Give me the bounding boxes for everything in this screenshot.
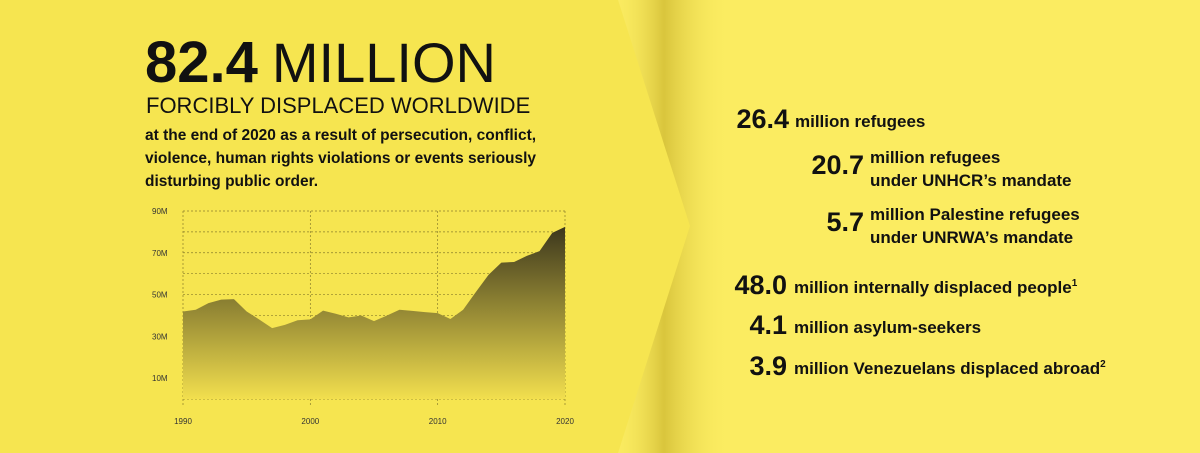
description: at the end of 2020 as a result of persec… [145,127,536,144]
stat-number: 20.7 [811,150,864,180]
x-tick-label: 1990 [174,417,192,426]
stat-text: million refugees [870,148,1000,167]
y-tick-label: 30M [152,332,168,341]
headline: 82.4 MILLION [145,30,496,95]
stat-label: million Palestine refugees [870,205,1080,224]
stat-text: under UNRWA’s mandate [870,228,1073,247]
subtitle: FORCIBLY DISPLACED WORLDWIDE [146,93,530,118]
y-tick-label: 70M [152,249,168,258]
x-tick-label: 2000 [301,417,319,426]
area-chart: 90M 70M 50M 30M 10M 1990 2000 2010 2020 [152,207,574,426]
headline-unit: MILLION [272,31,496,94]
stat-label: million refugees [870,148,1000,167]
stat-number: 26.4 [736,104,789,134]
area [183,226,565,399]
description: disturbing public order. [145,173,318,190]
stat-text: million refugees [795,112,925,131]
stat-number: 3.9 [749,351,787,381]
stat-text: million asylum-seekers [794,318,981,337]
stat-label: under UNHCR’s mandate [870,171,1072,190]
y-tick-label: 50M [152,291,168,300]
stats: 26.4 million refugees 20.7 million refugees… [734,104,1106,381]
stat-text: million Venezuelans displaced abroad [794,359,1100,378]
stat-number: 5.7 [826,207,864,237]
headline-number: 82.4 [145,30,258,95]
y-tick-label: 90M [152,207,168,216]
stat-label: million internally displaced people1 [794,278,1078,297]
y-tick-label: 10M [152,374,168,383]
stat-label: million asylum-seekers [794,318,981,337]
stat-number: 4.1 [749,310,787,340]
footnote: 2 [1100,359,1106,370]
stat-label: million Venezuelans displaced abroad2 [794,359,1106,378]
x-tick-label: 2020 [556,417,574,426]
stat-text: under UNHCR’s mandate [870,171,1072,190]
stat-text: million internally displaced people [794,278,1072,297]
footnote: 1 [1072,278,1078,289]
stat-text: million Palestine refugees [870,205,1080,224]
stat-number: 48.0 [734,270,787,300]
x-tick-label: 2010 [429,417,447,426]
stat-label: under UNRWA’s mandate [870,228,1073,247]
stat-label: million refugees [795,112,925,131]
description: violence, human rights violations or eve… [145,150,536,167]
